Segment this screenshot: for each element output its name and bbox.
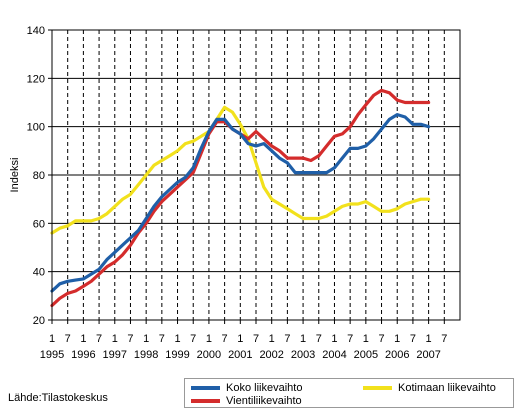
y-tick-label: 40 [33, 267, 45, 279]
x-tick-label: 7 [222, 333, 228, 345]
x-tick-label: 1 [112, 333, 118, 345]
x-year-label: 2004 [322, 349, 346, 361]
x-year-label: 2005 [354, 349, 378, 361]
x-tick-label: 1 [49, 333, 55, 345]
series-lines [50, 88, 431, 308]
x-tick-label: 7 [159, 333, 165, 345]
y-tick-label: 20 [33, 315, 45, 327]
legend-swatch-koko [191, 385, 220, 390]
x-year-label: 2000 [197, 349, 221, 361]
x-year-label: 2001 [228, 349, 252, 361]
x-tick-label: 1 [206, 333, 212, 345]
legend-swatch-vienti [191, 398, 220, 403]
legend: Koko liikevaihto Vientiliikevaihto Kotim… [184, 378, 514, 408]
y-tick-label: 60 [33, 218, 45, 230]
legend-item-vienti: Vientiliikevaihto [191, 394, 302, 407]
x-year-label: 1997 [103, 349, 127, 361]
source-note: Lähde:Tilastokeskus [8, 392, 108, 404]
x-tick-label: 7 [127, 333, 133, 345]
x-tick-label: 7 [253, 333, 259, 345]
legend-label-vienti: Vientiliikevaihto [226, 394, 302, 407]
x-year-label: 2003 [291, 349, 315, 361]
x-year-label: 1996 [71, 349, 95, 361]
x-tick-label: 1 [269, 333, 275, 345]
x-tick-label: 7 [96, 333, 102, 345]
x-tick-label: 1 [80, 333, 86, 345]
legend-swatch-kotimaa [363, 385, 392, 390]
legend-item-koko: Koko liikevaihto [191, 381, 302, 394]
x-tick-label: 7 [441, 333, 447, 345]
x-tick-label: 7 [378, 333, 384, 345]
legend-label-koko: Koko liikevaihto [226, 381, 303, 394]
x-tick-label: 1 [174, 333, 180, 345]
y-tick-label: 80 [33, 170, 45, 182]
x-tick-label: 1 [143, 333, 149, 345]
y-tick-label: 100 [27, 122, 45, 134]
x-year-label: 1995 [40, 349, 64, 361]
x-tick-label: 1 [394, 333, 400, 345]
x-tick-label: 7 [316, 333, 322, 345]
x-tick-label: 7 [190, 333, 196, 345]
x-tick-label: 1 [300, 333, 306, 345]
legend-label-kotimaa: Kotimaan liikevaihto [398, 381, 496, 394]
x-tick-label: 7 [65, 333, 71, 345]
x-year-label: 1999 [165, 349, 189, 361]
x-tick-label: 7 [347, 333, 353, 345]
x-tick-label: 1 [426, 333, 432, 345]
x-tick-label: 1 [331, 333, 337, 345]
x-year-label: 2007 [416, 349, 440, 361]
x-tick-label: 1 [237, 333, 243, 345]
x-year-label: 2002 [259, 349, 283, 361]
y-tick-label: 140 [27, 25, 45, 37]
grid-lines [52, 30, 460, 320]
y-tick-label: 120 [27, 73, 45, 85]
x-tick-label: 1 [363, 333, 369, 345]
x-tick-label: 7 [410, 333, 416, 345]
series-line-0 [50, 112, 431, 293]
x-tick-label: 7 [284, 333, 290, 345]
x-year-label: 2006 [385, 349, 409, 361]
y-axis-label: Indeksi [9, 158, 21, 193]
legend-item-kotimaa: Kotimaan liikevaihto [363, 381, 496, 394]
series-line-2 [50, 105, 431, 235]
x-year-label: 1998 [134, 349, 158, 361]
